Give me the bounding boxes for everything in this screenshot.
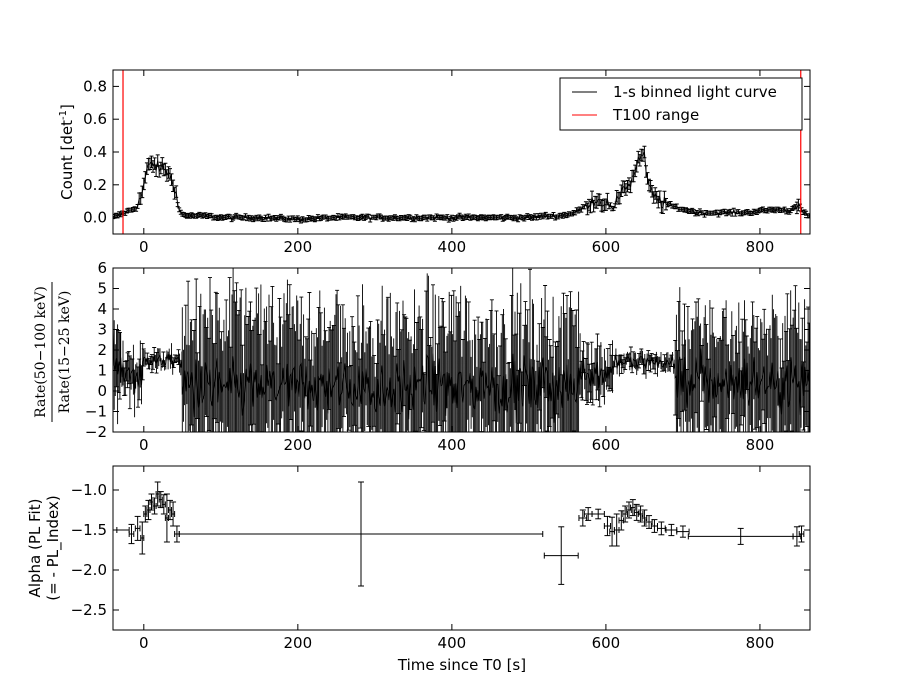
legend-label-light-curve: 1-s binned light curve [613,83,777,101]
hardness-ratio-panel: 0 200 400 600 800 −2 −1 0 1 2 3 4 5 6 Rate(50−100 ke… [33,259,811,454]
alpha-x-ticks: 0 200 400 600 800 [139,466,774,652]
y-tick-label: 0.4 [83,143,107,161]
y-tick-label: −1.5 [71,521,107,539]
alpha-point [128,523,135,545]
alpha-point [139,521,146,555]
x-tick-label: 800 [746,436,775,454]
y-tick-label: 0.2 [83,176,107,194]
x-tick-label: 200 [284,238,313,256]
hardness-ratio-y-ticks: −2 −1 0 1 2 3 4 5 6 [85,259,810,441]
alpha-point [178,481,544,587]
hardness-ratio-marks [113,268,810,432]
hardness-ratio-x-ticks: 0 200 400 600 800 [139,268,774,454]
y-tick-label: 0.8 [83,77,107,95]
legend-box [559,77,803,131]
y-tick-label: −2 [85,423,107,441]
light-curve-y-label-end: ] [58,104,76,110]
x-tick-label: 400 [438,436,467,454]
alpha-x-label: Time since T0 [s] [397,656,526,674]
light-curve-y-ticks: 0.0 0.2 0.4 0.6 0.8 [83,77,810,227]
x-tick-label: 0 [139,634,149,652]
light-curve-marks [113,70,810,234]
light-curve-line [113,151,810,222]
y-tick-label: 0.6 [83,110,107,128]
y-tick-label: 0.0 [83,209,107,227]
alpha-point [603,515,612,537]
alpha-point [676,525,690,538]
y-tick-label: −1.0 [71,481,107,499]
alpha-point [157,491,164,509]
y-tick-label: 2 [97,341,107,359]
x-tick-label: 400 [438,634,467,652]
alpha-point [160,494,167,515]
alpha-marks [116,481,805,587]
alpha-point [166,499,173,521]
hardness-ratio-y-label-numerator: Rate(50−100 keV) [33,286,49,418]
light-curve-y-label-sup: -1 [58,110,69,120]
x-tick-label: 0 [139,436,149,454]
y-tick-label: 6 [97,259,107,277]
alpha-point [142,505,149,523]
alpha-point [629,499,636,517]
y-tick-label: 1 [97,362,107,380]
hardness-ratio-y-label-denominator: Rate(15−25 keV) [57,291,73,414]
y-tick-label: 0 [97,382,107,400]
x-tick-label: 600 [592,436,621,454]
legend: 1-s binned light curve T100 range [559,77,803,131]
alpha-point [618,510,625,531]
alpha-y-label-line2: (= - PL_Index) [44,495,63,600]
x-tick-label: 600 [592,634,621,652]
light-curve-y-label-main: Count [det [58,120,76,200]
alpha-point [798,525,805,543]
alpha-frame [112,465,811,631]
y-tick-label: −2.5 [71,601,107,619]
x-tick-label: 200 [284,436,313,454]
alpha-point [591,508,605,520]
hardness-ratio-y-label: Rate(50−100 keV) Rate(15−25 keV) [33,282,73,422]
light-curve-x-ticks: 0 200 400 600 800 [139,70,774,256]
alpha-panel: 0 200 400 600 800 −2.5 −2.0 −1.5 −1.0 Alpha (PL… [26,465,811,674]
alpha-point [687,527,794,545]
x-tick-label: 200 [284,634,313,652]
alpha-y-label-line1: Alpha (PL Fit) [26,499,44,598]
legend-label-t100: T100 range [612,106,699,124]
y-tick-label: 3 [97,321,107,339]
x-tick-label: 600 [592,238,621,256]
alpha-point [543,526,579,585]
y-tick-label: 4 [97,300,107,318]
x-tick-label: 0 [139,238,149,256]
alpha-point [134,515,141,541]
light-curve-y-label: Count [det-1] [58,104,76,200]
y-tick-label: −1 [85,403,107,421]
alpha-point [578,509,588,527]
y-tick-label: −2.0 [71,561,107,579]
x-tick-label: 400 [438,238,467,256]
alpha-point [622,505,629,523]
x-tick-label: 800 [746,238,775,256]
alpha-point [637,505,644,523]
alpha-point [613,513,620,547]
alpha-point [626,501,633,519]
hardness-ratio-line [113,327,810,424]
alpha-y-ticks: −2.5 −2.0 −1.5 −1.0 [71,481,810,619]
light-curve-panel: 0 200 400 600 800 0.0 0.2 0.4 0.6 0.8 Count [det… [58,69,811,256]
alpha-point [170,501,177,527]
y-tick-label: 5 [97,280,107,298]
x-tick-label: 800 [746,634,775,652]
alpha-point [657,521,666,536]
